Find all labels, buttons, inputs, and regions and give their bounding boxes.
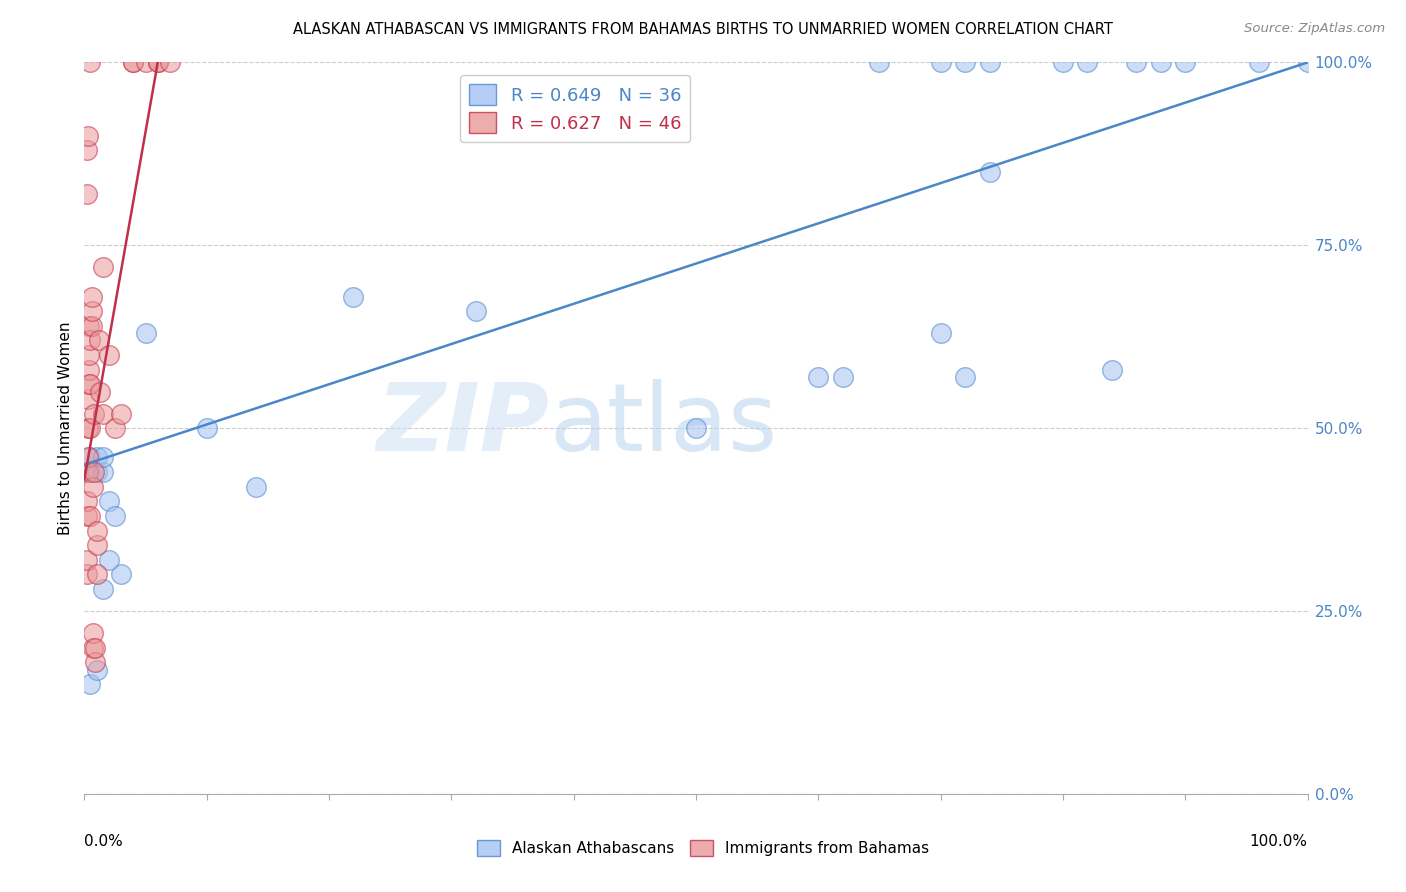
Text: atlas: atlas xyxy=(550,378,778,470)
Point xyxy=(76,143,98,157)
Point xyxy=(79,334,101,348)
Point xyxy=(135,55,157,70)
Point xyxy=(342,289,364,303)
Point xyxy=(929,55,952,70)
Point xyxy=(91,260,114,275)
Point xyxy=(1052,55,1074,70)
Point xyxy=(77,450,100,465)
Point xyxy=(122,55,145,70)
Point xyxy=(82,480,104,494)
Point xyxy=(91,582,114,596)
Point xyxy=(979,55,1001,70)
Point xyxy=(685,421,707,435)
Point xyxy=(77,318,100,333)
Point xyxy=(77,128,100,143)
Point xyxy=(77,392,100,406)
Legend: R = 0.649   N = 36, R = 0.627   N = 46: R = 0.649 N = 36, R = 0.627 N = 46 xyxy=(460,75,690,142)
Point xyxy=(79,377,101,392)
Point xyxy=(89,384,111,399)
Point xyxy=(86,524,108,538)
Point xyxy=(1101,362,1123,376)
Point xyxy=(86,465,108,479)
Point xyxy=(91,407,114,421)
Point xyxy=(79,421,101,435)
Text: 100.0%: 100.0% xyxy=(1250,834,1308,849)
Point xyxy=(1076,55,1098,70)
Point xyxy=(82,640,104,655)
Point xyxy=(76,494,98,508)
Point xyxy=(195,421,218,435)
Point xyxy=(77,421,100,435)
Point xyxy=(464,304,486,318)
Point xyxy=(122,55,145,70)
Point xyxy=(1174,55,1197,70)
Legend: Alaskan Athabascans, Immigrants from Bahamas: Alaskan Athabascans, Immigrants from Bah… xyxy=(471,834,935,862)
Point xyxy=(86,663,108,677)
Point xyxy=(82,626,104,640)
Point xyxy=(79,677,101,691)
Point xyxy=(76,567,98,582)
Point xyxy=(83,465,105,479)
Point xyxy=(76,187,98,202)
Point xyxy=(77,465,100,479)
Point xyxy=(79,55,101,70)
Text: 0.0%: 0.0% xyxy=(84,834,124,849)
Point xyxy=(76,553,98,567)
Point xyxy=(104,421,127,435)
Point xyxy=(1296,55,1319,70)
Point xyxy=(97,348,120,362)
Point xyxy=(1247,55,1270,70)
Point xyxy=(146,55,169,70)
Point xyxy=(1125,55,1147,70)
Point xyxy=(77,362,100,376)
Point xyxy=(80,289,103,303)
Point xyxy=(86,450,108,465)
Point xyxy=(929,326,952,340)
Point xyxy=(110,567,132,582)
Point xyxy=(87,334,110,348)
Point xyxy=(80,318,103,333)
Point xyxy=(77,377,100,392)
Point xyxy=(159,55,181,70)
Point xyxy=(135,326,157,340)
Point xyxy=(953,55,976,70)
Point xyxy=(79,465,101,479)
Text: ZIP: ZIP xyxy=(377,378,550,470)
Point xyxy=(110,407,132,421)
Point xyxy=(97,494,120,508)
Point xyxy=(104,508,127,523)
Point xyxy=(76,508,98,523)
Point xyxy=(953,370,976,384)
Point xyxy=(146,55,169,70)
Point xyxy=(869,55,891,70)
Y-axis label: Births to Unmarried Women: Births to Unmarried Women xyxy=(58,321,73,535)
Point xyxy=(83,407,105,421)
Point xyxy=(86,567,108,582)
Point xyxy=(84,640,107,655)
Text: Source: ZipAtlas.com: Source: ZipAtlas.com xyxy=(1244,22,1385,36)
Point xyxy=(831,370,853,384)
Point xyxy=(79,508,101,523)
Point xyxy=(80,304,103,318)
Text: ALASKAN ATHABASCAN VS IMMIGRANTS FROM BAHAMAS BIRTHS TO UNMARRIED WOMEN CORRELAT: ALASKAN ATHABASCAN VS IMMIGRANTS FROM BA… xyxy=(292,22,1114,37)
Point xyxy=(1150,55,1173,70)
Point xyxy=(91,465,114,479)
Point xyxy=(84,655,107,669)
Point xyxy=(91,450,114,465)
Point xyxy=(97,553,120,567)
Point xyxy=(79,450,101,465)
Point xyxy=(979,165,1001,179)
Point xyxy=(245,480,267,494)
Point xyxy=(77,348,100,362)
Point xyxy=(86,538,108,552)
Point xyxy=(807,370,830,384)
